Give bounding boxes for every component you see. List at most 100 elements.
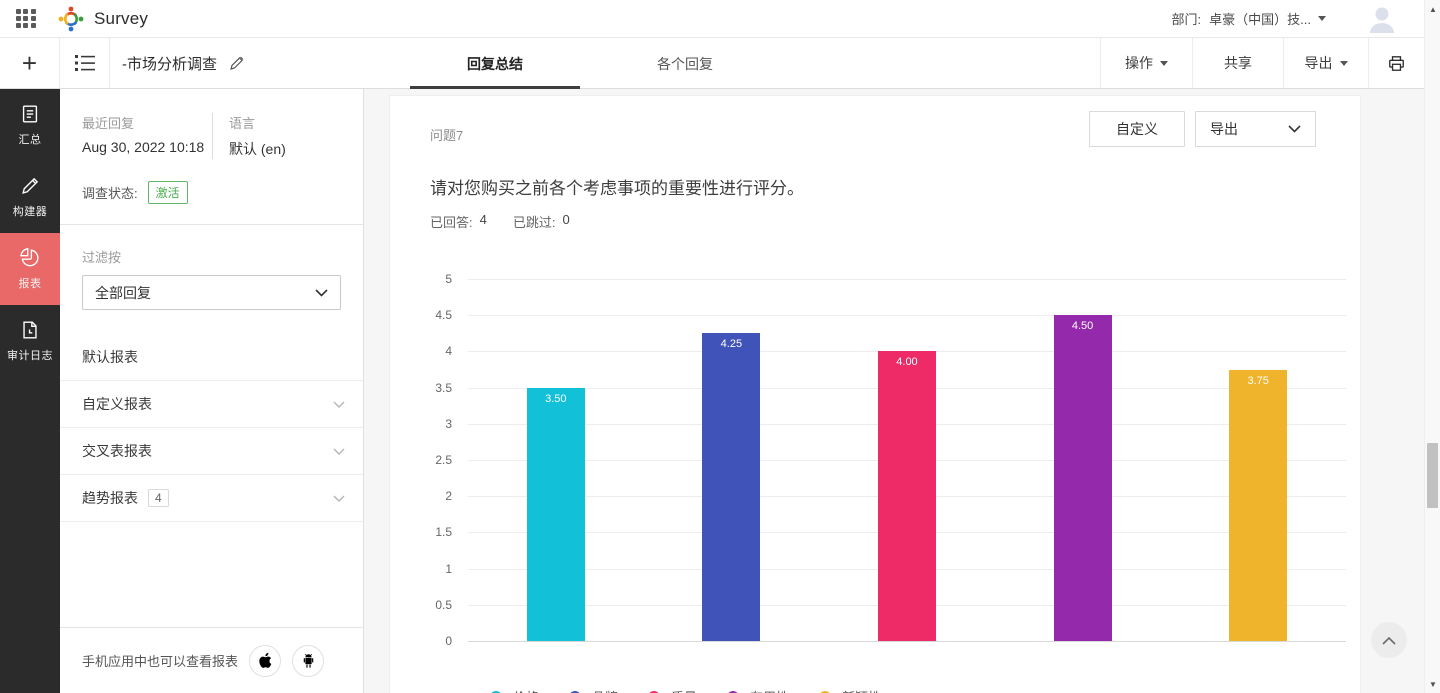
y-axis-tick: 0 xyxy=(445,634,452,648)
y-axis-tick: 4.5 xyxy=(435,308,452,323)
legend-item-新颖性[interactable]: 新颖性 xyxy=(819,687,881,693)
legend-item-有用性[interactable]: 有用性 xyxy=(727,687,789,693)
legend-dot xyxy=(648,690,661,693)
report-item-label: 自定义报表 xyxy=(82,396,152,412)
answered-label: 已回答: xyxy=(430,215,473,230)
chevron-down-icon xyxy=(1160,60,1168,66)
tab-response-summary[interactable]: 回复总结 xyxy=(400,38,590,89)
bar-value-label: 4.25 xyxy=(720,338,743,351)
y-axis-tick: 3.5 xyxy=(435,380,452,395)
filter-select[interactable]: 全部回复 xyxy=(82,275,341,310)
bars-container: 3.50 4.25 4.00 4.50 3.75 xyxy=(468,279,1346,641)
tab-individual-responses[interactable]: 各个回复 xyxy=(590,38,780,89)
bar-新颖性[interactable]: 3.75 xyxy=(1229,369,1288,641)
report-item-trend[interactable]: 趋势报表 4 xyxy=(60,475,363,522)
audit-log-icon xyxy=(23,321,37,339)
android-icon xyxy=(303,653,313,668)
create-survey-button[interactable]: + xyxy=(0,38,60,88)
bar-质量[interactable]: 4.00 xyxy=(877,351,936,641)
bar-value-label: 3.50 xyxy=(545,392,567,405)
last-response-label: 最近回复 xyxy=(82,116,135,131)
y-axis-tick: 5 xyxy=(445,272,452,286)
question-export-dropdown[interactable]: 导出 xyxy=(1195,111,1316,147)
legend-label: 品牌 xyxy=(592,687,618,693)
sidebar-item-reports[interactable]: 报表 xyxy=(0,233,60,305)
report-tabs: 回复总结 各个回复 xyxy=(400,38,780,89)
print-icon xyxy=(1389,55,1404,71)
sidebar-item-builder[interactable]: 构建器 xyxy=(0,161,60,233)
sidebar-item-label: 报表 xyxy=(18,278,42,290)
chart-plot: 5 4.5 4 3.5 3 2.5 2 1.5 1 0.5 0 3.50 4.25 4.00 4.50 3.7… xyxy=(435,272,1346,648)
survey-logo-icon xyxy=(58,6,84,31)
page-scrollbar[interactable]: ▲ ▼ xyxy=(1424,0,1440,693)
report-item-custom[interactable]: 自定义报表 xyxy=(60,381,363,428)
department-value: 卓豪（中国）技... xyxy=(1209,12,1311,27)
skipped-label: 已跳过: xyxy=(512,215,556,230)
edit-title-icon[interactable] xyxy=(229,55,245,71)
chevron-down-icon xyxy=(1288,125,1301,133)
gridline xyxy=(468,279,1346,280)
scrollbar-up-arrow[interactable]: ▲ xyxy=(1429,4,1437,14)
legend-label: 新颖性 xyxy=(842,687,881,693)
customize-button[interactable]: 自定义 xyxy=(1089,111,1185,147)
share-button[interactable]: 共享 xyxy=(1192,38,1283,88)
app-launcher-icon[interactable] xyxy=(16,8,36,29)
report-item-label: 默认报表 xyxy=(82,349,138,365)
bar-品牌[interactable]: 4.25 xyxy=(702,333,761,641)
y-axis-tick: 3 xyxy=(445,416,452,431)
survey-toolbar: + -市场分析调查 回复总结 各个回复 操作 共享 导出 xyxy=(0,38,1424,89)
tab-label: 回复总结 xyxy=(467,55,523,72)
department-selector[interactable]: 部门: 卓豪（中国）技... xyxy=(1172,9,1326,28)
share-label: 共享 xyxy=(1224,55,1252,71)
scroll-to-top-button[interactable] xyxy=(1371,622,1407,658)
print-button[interactable] xyxy=(1368,38,1424,88)
legend-item-品牌[interactable]: 品牌 xyxy=(569,687,618,693)
android-app-button[interactable] xyxy=(292,644,325,677)
chevron-up-icon xyxy=(1382,636,1396,645)
avatar[interactable] xyxy=(1366,3,1398,35)
scrollbar-down-arrow[interactable]: ▼ xyxy=(1429,679,1437,689)
sidebar-item-label: 汇总 xyxy=(18,134,42,146)
question-title: 请对您购买之前各个考虑事项的重要性进行评分。 xyxy=(430,179,804,198)
language-label: 语言 xyxy=(229,116,256,131)
tab-label: 各个回复 xyxy=(657,55,713,72)
top-bar: Survey 部门: 卓豪（中国）技... xyxy=(0,0,1424,38)
legend-label: 质量 xyxy=(671,687,697,693)
mobile-app-hint: 手机应用中也可以查看报表 xyxy=(82,654,239,669)
report-item-label: 趋势报表 xyxy=(82,490,138,506)
question-number: 问题7 xyxy=(430,128,464,143)
question-export-label: 导出 xyxy=(1210,121,1238,137)
y-axis-tick: 1.5 xyxy=(435,525,452,540)
actions-dropdown[interactable]: 操作 xyxy=(1100,38,1192,88)
survey-title: -市场分析调查 xyxy=(122,55,217,73)
bar-有用性[interactable]: 4.50 xyxy=(1053,315,1112,641)
chevron-down-icon xyxy=(333,495,345,502)
report-content: 问题7 自定义 导出 请对您购买之前各个考虑事项的重要性进行评分。 已回答: 4… xyxy=(364,89,1424,693)
department-label: 部门: xyxy=(1171,12,1202,27)
sidebar-item-label: 审计日志 xyxy=(7,350,53,362)
legend-item-价格[interactable]: 价格 xyxy=(490,687,539,693)
chevron-down-icon xyxy=(1339,60,1348,66)
bar-slot: 4.50 xyxy=(995,279,1171,641)
report-item-default[interactable]: 默认报表 xyxy=(60,334,363,381)
report-item-crosstab[interactable]: 交叉表报表 xyxy=(60,428,363,475)
survey-list-button[interactable] xyxy=(60,38,110,88)
sidebar-item-audit-log[interactable]: 审计日志 xyxy=(0,305,60,377)
export-dropdown[interactable]: 导出 xyxy=(1283,38,1368,88)
ios-app-button[interactable] xyxy=(249,644,282,677)
question-card: 问题7 自定义 导出 请对您购买之前各个考虑事项的重要性进行评分。 已回答: 4… xyxy=(390,96,1360,693)
actions-label: 操作 xyxy=(1125,55,1153,71)
nav-sidebar: 汇总 构建器 报表 审计日志 xyxy=(0,89,60,693)
chevron-down-icon xyxy=(333,448,345,455)
bar-价格[interactable]: 3.50 xyxy=(526,387,585,641)
legend-item-质量[interactable]: 质量 xyxy=(648,687,697,693)
sidebar-item-summary[interactable]: 汇总 xyxy=(0,89,60,161)
legend-label: 价格 xyxy=(513,687,539,693)
legend-dot xyxy=(819,690,832,693)
filter-by-label: 过滤按 xyxy=(82,250,122,265)
customize-label: 自定义 xyxy=(1116,121,1158,137)
summary-icon xyxy=(22,105,38,123)
divider xyxy=(60,224,363,225)
y-axis-tick: 4 xyxy=(445,344,452,359)
scrollbar-thumb[interactable] xyxy=(1427,443,1438,508)
